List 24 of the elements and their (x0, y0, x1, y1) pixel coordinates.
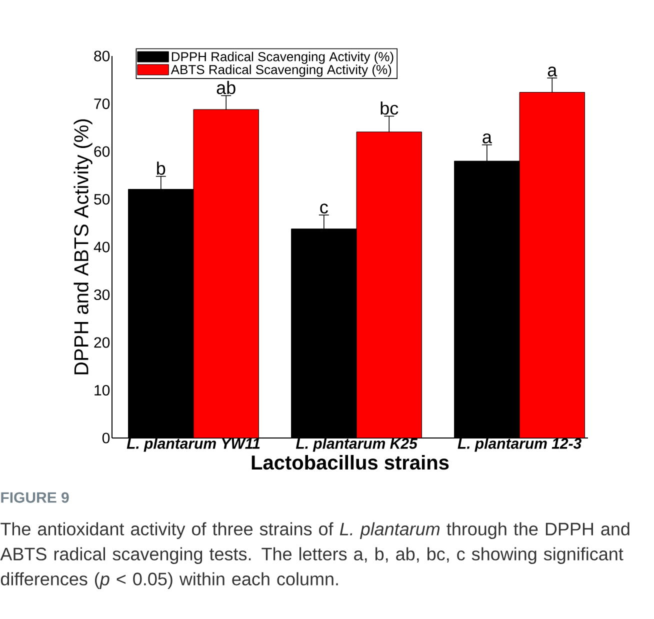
legend-label: DPPH Radical Scavenging Activity (%) (172, 52, 394, 64)
y-axis-title: DPPH and ABTS Activity (%) (74, 119, 92, 374)
y-tick-label: 30 (94, 289, 110, 300)
caption: FIGURE 9 (1, 492, 69, 503)
y-tick-label: 0 (102, 432, 110, 444)
annotation: ab (216, 80, 236, 94)
y-tick-label: 50 (94, 194, 110, 205)
y-tick-label: 40 (94, 242, 110, 252)
y-tick-label: 60 (94, 146, 110, 157)
text: The antioxidant activity of three strains of L. plantarum through the DPPH and ABTS radical scavenging tests. The letters a, b, ab, bc, c showing significant differences (p < 0.05) within each column. (0, 522, 630, 589)
y-tick-label: 70 (94, 98, 110, 110)
y-tick-label: 10 (94, 384, 110, 396)
legend-label: ABTS Radical Scavenging Activity (%) (170, 64, 392, 77)
y-tick-label: 80 (94, 50, 110, 62)
x-tick-label: L. plantarum 12-3 (458, 438, 582, 452)
annotation: c (320, 204, 328, 214)
y-tick-label: 20 (94, 337, 110, 348)
annotation: bc (380, 101, 398, 115)
x-tick-label: L. plantarum YW11 (126, 438, 260, 452)
annotation: a (548, 66, 558, 76)
x-tick-label: L. plantarum K25 (296, 438, 418, 452)
annotation: b (157, 162, 166, 175)
annotation: a (482, 133, 492, 144)
x-axis-title: Lactobacillus strains (252, 454, 449, 470)
